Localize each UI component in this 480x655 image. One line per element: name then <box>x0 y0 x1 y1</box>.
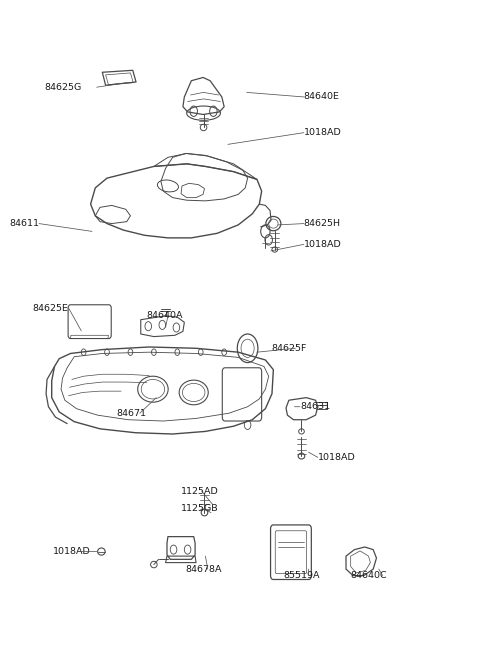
Text: 1018AD: 1018AD <box>318 453 356 462</box>
Text: 84640A: 84640A <box>147 311 183 320</box>
Text: 84631: 84631 <box>300 402 330 411</box>
Text: 1125GB: 1125GB <box>181 504 219 513</box>
Text: 1125AD: 1125AD <box>181 487 219 496</box>
Text: 1018AD: 1018AD <box>304 128 342 137</box>
Text: 85519A: 85519A <box>284 571 320 580</box>
Text: 84625F: 84625F <box>271 344 306 353</box>
Text: 1018AD: 1018AD <box>53 547 91 556</box>
Text: 84611: 84611 <box>9 219 39 228</box>
Text: 84625G: 84625G <box>44 83 81 92</box>
Text: 84640C: 84640C <box>351 571 387 580</box>
Text: 84640E: 84640E <box>304 92 340 102</box>
Text: 1018AD: 1018AD <box>304 240 342 249</box>
Text: 84671: 84671 <box>116 409 146 418</box>
Text: 84625H: 84625H <box>304 219 341 228</box>
Text: 84625E: 84625E <box>33 303 69 312</box>
Text: 84678A: 84678A <box>186 565 222 574</box>
